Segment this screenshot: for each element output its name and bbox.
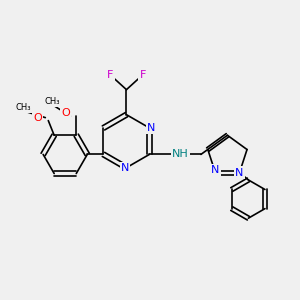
Text: F: F <box>107 70 113 80</box>
Text: N: N <box>235 168 244 178</box>
Text: N: N <box>147 123 155 133</box>
Text: N: N <box>121 163 129 173</box>
Text: O: O <box>34 112 42 123</box>
Text: F: F <box>140 70 146 80</box>
Text: CH₃: CH₃ <box>16 103 31 112</box>
Text: NH: NH <box>172 149 189 159</box>
Text: N: N <box>211 165 220 175</box>
Text: CH₃: CH₃ <box>45 97 61 106</box>
Text: O: O <box>61 108 70 118</box>
